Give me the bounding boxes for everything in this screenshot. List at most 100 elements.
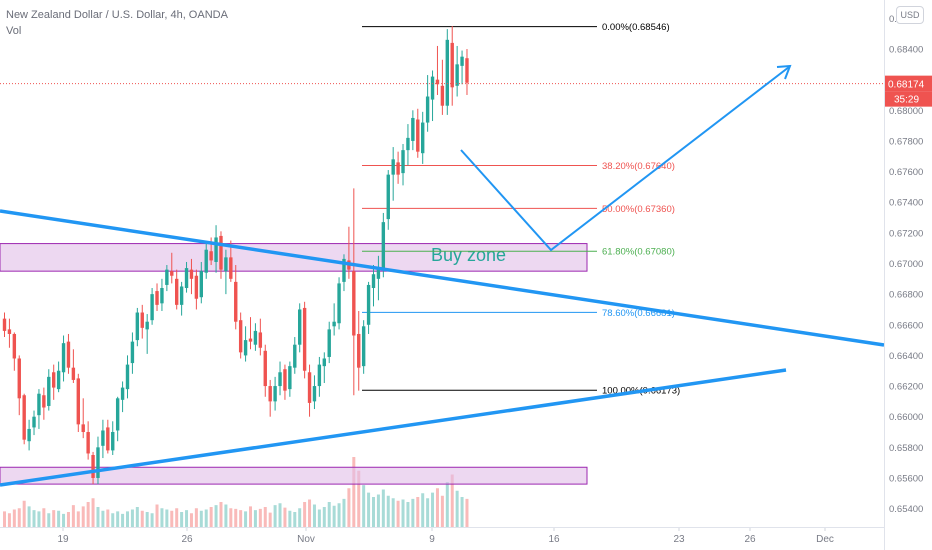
- volume-bar: [239, 510, 243, 527]
- volume-bar: [288, 510, 292, 527]
- candle-body: [37, 393, 41, 416]
- candle-body: [406, 137, 410, 151]
- volume-bar: [52, 510, 56, 527]
- volume-bar: [396, 500, 400, 527]
- volume-bar: [268, 512, 272, 527]
- candle-body: [86, 432, 90, 454]
- volume-bar: [189, 513, 193, 527]
- candle-body: [455, 64, 459, 86]
- volume-bar: [209, 507, 213, 527]
- volume-bars: [3, 457, 469, 527]
- candle-body: [17, 358, 21, 399]
- zone-0: [0, 243, 588, 272]
- volume-bar: [381, 489, 385, 527]
- volume-bar: [263, 507, 267, 527]
- candles: [0, 26, 884, 485]
- candle-body: [302, 307, 307, 371]
- volume-bar: [342, 498, 346, 527]
- candle-body: [194, 275, 199, 299]
- candle-body: [66, 341, 71, 368]
- volume-bar: [455, 490, 459, 527]
- volume-bar: [81, 506, 85, 527]
- volume-bar: [372, 497, 375, 527]
- candle-body: [361, 326, 366, 367]
- volume-bar: [37, 511, 41, 527]
- candle-body: [209, 251, 213, 261]
- candle-body: [229, 257, 233, 279]
- trendlines[interactable]: [0, 64, 885, 487]
- price-tick: 0.67400: [889, 198, 923, 209]
- candle-body: [179, 286, 184, 305]
- time-tick: Dec: [816, 534, 834, 545]
- time-tick: 19: [57, 534, 69, 545]
- candle-body: [396, 162, 400, 175]
- countdown-badge: [885, 91, 932, 107]
- candle-body: [199, 271, 203, 298]
- volume-bar: [12, 509, 16, 527]
- candle-body: [140, 312, 144, 328]
- volume-bar: [32, 510, 36, 527]
- candle-body: [307, 372, 312, 403]
- volume-bar: [308, 499, 312, 527]
- candle-body: [96, 447, 100, 478]
- volume-bar: [106, 509, 110, 527]
- volume-bar: [426, 498, 430, 527]
- candle-body: [411, 117, 415, 141]
- buy-zone-label: Buy zone: [431, 245, 506, 265]
- volume-bar: [57, 510, 61, 527]
- candle-body: [61, 343, 66, 373]
- candle-body: [243, 340, 248, 356]
- candle-body: [56, 370, 61, 390]
- candle-body: [32, 416, 36, 428]
- ascending-trendline: [0, 368, 787, 487]
- volume-bar: [175, 508, 179, 527]
- price-axis[interactable]: 0.686000.684000.682000.680000.678000.676…: [885, 14, 932, 515]
- volume-bar: [337, 503, 341, 527]
- last-price-badge: [885, 75, 932, 92]
- candle-body: [435, 79, 440, 85]
- currency-badge[interactable]: USD: [896, 6, 924, 24]
- candle-body: [445, 39, 449, 106]
- candle-body: [130, 341, 135, 364]
- countdown-value: 35:29: [894, 95, 919, 106]
- candle-body: [312, 386, 317, 402]
- time-tick: 23: [673, 534, 685, 545]
- candle-body: [371, 274, 376, 289]
- volume-bar: [130, 509, 134, 527]
- time-tick: 16: [548, 534, 560, 545]
- candle-body: [332, 321, 336, 327]
- volume-bar: [155, 504, 159, 527]
- candle-body: [425, 96, 430, 123]
- projection-path: [460, 66, 790, 252]
- time-axis-separator: [0, 527, 884, 528]
- candle-body: [391, 159, 395, 175]
- volume-bar: [450, 474, 454, 527]
- volume-bar: [273, 505, 277, 527]
- candle-body: [22, 395, 26, 440]
- volume-bar: [96, 507, 100, 527]
- volume-bar: [293, 512, 297, 527]
- candle-body: [440, 85, 445, 106]
- time-axis[interactable]: 19 26 Nov 9 16 23 26 Dec: [57, 527, 834, 545]
- volume-bar: [180, 512, 184, 527]
- candle-body: [219, 235, 223, 270]
- volume-bar: [27, 506, 31, 527]
- volume-bar: [298, 508, 302, 527]
- volume-bar: [165, 509, 169, 527]
- candle-body: [224, 257, 228, 272]
- candle-body: [71, 367, 76, 380]
- candle-body: [401, 150, 405, 174]
- candle-body: [106, 427, 110, 451]
- candle-body: [111, 432, 115, 451]
- price-tick: 0.68000: [889, 106, 923, 117]
- volume-bar: [71, 505, 75, 527]
- last-price-value: 0.68174: [888, 80, 925, 91]
- volume-bar: [7, 513, 11, 527]
- volume-bar: [160, 508, 164, 527]
- candle-body: [81, 424, 85, 433]
- fibonacci-retracement[interactable]: 0.00%(0.68546) 38.20%(0.67640) 50.00%(0.67…: [362, 22, 680, 397]
- fib-label: 50.00%(0.67360): [602, 204, 675, 215]
- candle-body: [238, 320, 243, 353]
- candle-body: [52, 372, 56, 388]
